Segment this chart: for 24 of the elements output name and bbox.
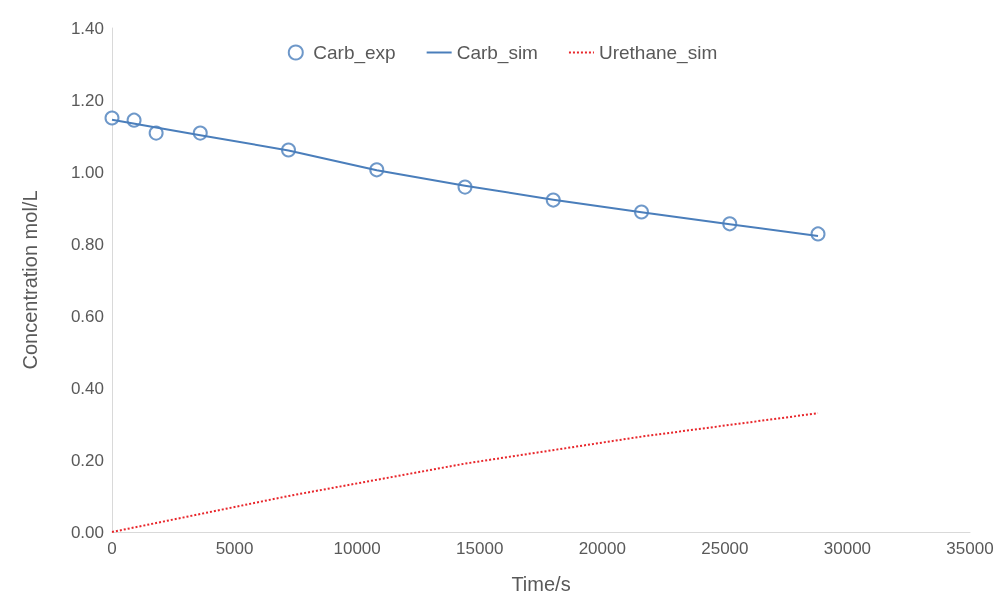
legend-label: Carb_exp — [313, 42, 396, 64]
x-tick-label: 35000 — [946, 539, 994, 558]
legend-label: Carb_sim — [456, 42, 538, 64]
y-axis-title: Concentration mol/L — [19, 190, 41, 370]
x-tick-label: 30000 — [823, 539, 872, 558]
y-tick-label: 1.00 — [70, 162, 104, 182]
point — [148, 125, 164, 141]
y-tick-label: 0.80 — [70, 234, 104, 254]
x-tick-label: 20000 — [578, 539, 626, 558]
x-tick-label: 15000 — [456, 539, 504, 558]
x-tick-label: 0 — [107, 539, 117, 558]
point — [104, 110, 120, 126]
x-tick-label: 25000 — [701, 539, 749, 558]
y-tick-label: 1.20 — [70, 90, 104, 110]
x-tick-label: 5000 — [215, 539, 254, 558]
y-tick-label: 0.20 — [70, 450, 104, 470]
x-axis-title: Time/s — [511, 573, 571, 595]
y-tick-label: 0.60 — [70, 306, 104, 326]
y-tick-label: 0.00 — [70, 522, 104, 542]
y-tick-label: 0.40 — [70, 378, 104, 398]
legend-label: Urethane_sim — [598, 42, 718, 64]
point — [810, 226, 826, 242]
x-tick-label: 10000 — [333, 539, 381, 558]
y-tick-label: 1.40 — [70, 18, 104, 38]
